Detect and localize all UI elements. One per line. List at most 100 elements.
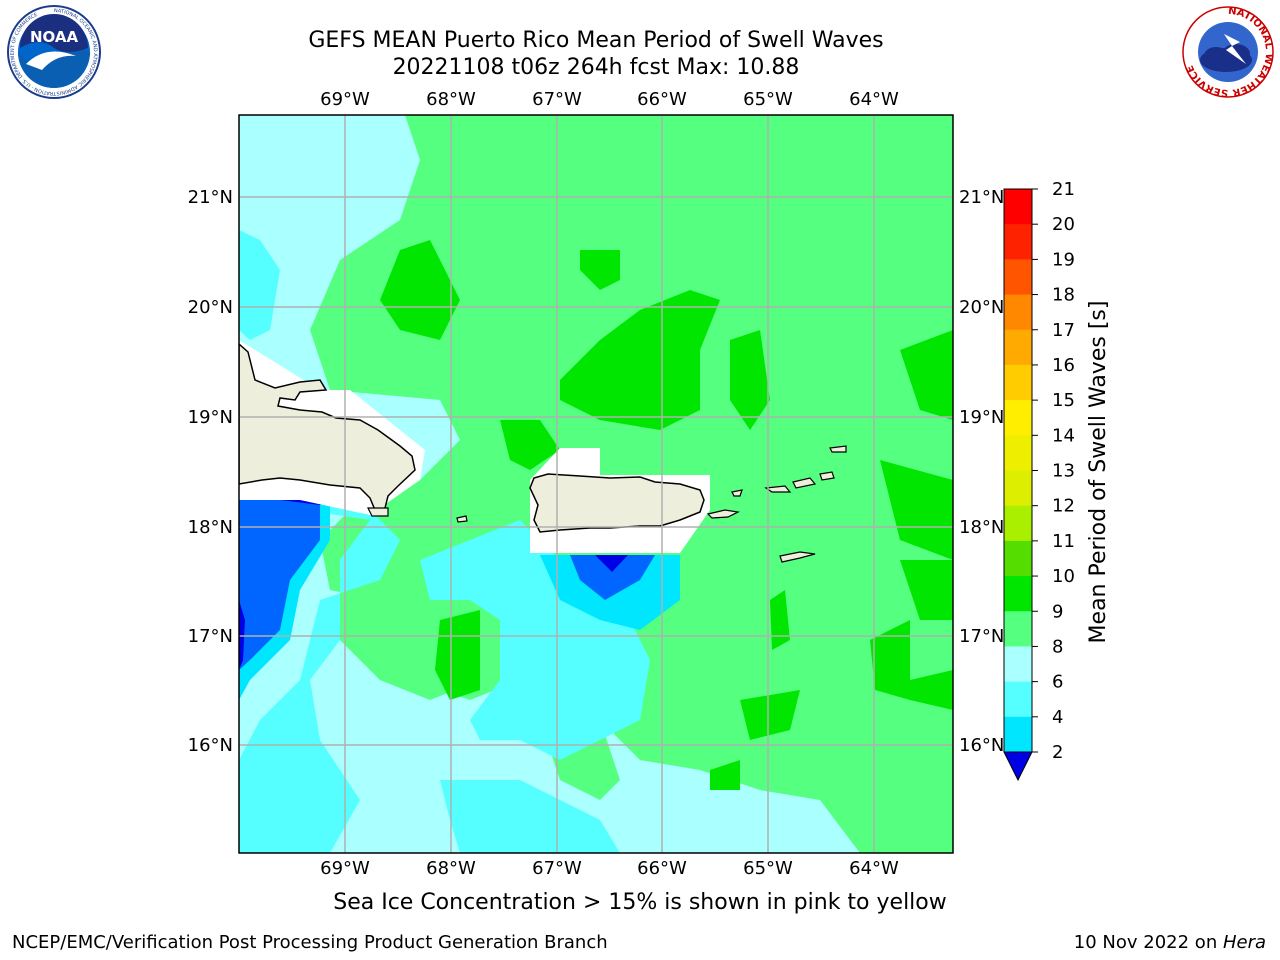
st-croix-island <box>779 551 816 563</box>
contour-10-11-j <box>740 690 800 740</box>
lat-label: 21°N <box>188 187 233 208</box>
contour-10-11-k <box>770 590 790 650</box>
vieques-island <box>706 509 740 519</box>
contour-6-8-sw2 <box>239 760 330 853</box>
contour-below-2-pr <box>595 555 628 572</box>
colorbar-segment <box>1004 224 1032 260</box>
nws-logo: NATIONAL WEATHER SERVICE <box>1182 6 1274 98</box>
colorbar-tick-label: 12 <box>1052 496 1075 517</box>
lon-label: 69°W <box>320 858 370 879</box>
st-thomas-island <box>764 485 792 493</box>
lon-label: 67°W <box>532 89 582 110</box>
colorbar-segment <box>1004 716 1032 753</box>
noaa-logo: NOAA NATIONAL OCEANIC AND ATMOSPHERIC AD… <box>7 5 101 99</box>
colorbar-tick-label: 21 <box>1052 179 1075 200</box>
sea-ice-note: Sea Ice Concentration > 15% is shown in … <box>333 890 947 915</box>
colorbar-tick-label: 4 <box>1052 707 1063 728</box>
contour-10-11-a <box>380 240 460 340</box>
lat-label: 16°N <box>188 735 233 756</box>
lat-label: 16°N <box>959 735 1004 756</box>
lon-label: 68°W <box>426 89 476 110</box>
contour-10-11-l <box>870 620 910 700</box>
contour-6-8-sw <box>239 500 400 853</box>
colorbar-segment <box>1004 611 1032 647</box>
lat-label: 19°N <box>959 407 1004 428</box>
map-frame <box>238 114 954 854</box>
colorbar-tick-label: 9 <box>1052 601 1063 622</box>
colorbar-tick-label: 14 <box>1052 425 1075 446</box>
colorbar-tick-label: 18 <box>1052 285 1075 306</box>
lat-labels-left: 21°N 20°N 19°N 18°N 17°N 16°N <box>188 187 233 756</box>
lat-label: 20°N <box>959 297 1004 318</box>
colorbar-segment <box>1004 259 1032 296</box>
contour-10-11-h <box>500 420 560 470</box>
contour-10-11-b <box>560 290 720 430</box>
lon-label: 65°W <box>743 858 793 879</box>
colorbar-tick-label: 20 <box>1052 214 1075 235</box>
lon-label: 65°W <box>743 89 793 110</box>
culebra-island <box>731 489 743 497</box>
virgin-gorda-island <box>819 471 835 481</box>
colorbar-segment <box>1004 329 1032 366</box>
lat-labels-right: 21°N 20°N 19°N 18°N 17°N 16°N <box>959 187 1004 756</box>
lon-label: 68°W <box>426 858 476 879</box>
contour-10-11-e <box>900 330 953 420</box>
lat-label: 20°N <box>188 297 233 318</box>
contour-10-11-m <box>910 670 953 710</box>
lon-label: 66°W <box>637 89 687 110</box>
colorbar-tick-label: 13 <box>1052 461 1075 482</box>
map-title: GEFS MEAN Puerto Rico Mean Period of Swe… <box>308 28 884 53</box>
anegada-island <box>829 445 847 453</box>
contour-10-11-d <box>730 330 770 430</box>
colorbar-segment <box>1004 364 1032 401</box>
map-subtitle: 20221108 t06z 264h fcst Max: 10.88 <box>392 55 800 80</box>
lon-label: 66°W <box>637 858 687 879</box>
colorbar-segment <box>1004 294 1032 331</box>
colorbar-segment <box>1004 540 1032 577</box>
contour-10-11-i <box>435 610 480 700</box>
contour-2-4 <box>239 500 320 670</box>
contour-2-4-pr <box>570 555 655 600</box>
lon-label: 64°W <box>849 89 899 110</box>
footer-date: 10 Nov 2022 on Hera <box>1074 932 1266 953</box>
graticule <box>239 115 953 853</box>
colorbar-segment <box>1004 435 1032 471</box>
tortola-island <box>792 477 817 489</box>
swell-period-field <box>239 115 953 853</box>
colorbar-tick-label: 6 <box>1052 672 1063 693</box>
colorbar-tick-label: 16 <box>1052 355 1075 376</box>
colorbar-segment <box>1004 681 1032 718</box>
colorbar-label: Mean Period of Swell Waves [s] <box>1086 301 1111 644</box>
contour-10-11-c <box>580 250 620 290</box>
contour-6-8-nw <box>239 230 280 340</box>
mona-island <box>456 515 468 523</box>
lat-label: 18°N <box>188 517 233 538</box>
lat-label: 19°N <box>188 407 233 428</box>
lat-label: 17°N <box>959 626 1004 647</box>
colorbar-extend-low <box>1003 751 1033 782</box>
contour-6-8-south <box>420 520 650 760</box>
colorbar-tick-label: 8 <box>1052 636 1063 657</box>
colorbar-segment <box>1004 189 1032 225</box>
contour-6-8-bottom <box>440 780 620 853</box>
lat-label: 17°N <box>188 626 233 647</box>
isla-saona <box>367 507 389 517</box>
contour-10-11-n <box>710 760 740 790</box>
noaa-logo-text: NOAA <box>30 28 79 46</box>
contour-below-2 <box>239 600 245 670</box>
colorbar-segment <box>1004 646 1032 683</box>
lat-label: 18°N <box>959 517 1004 538</box>
colorbar-segment <box>1004 470 1032 507</box>
hispaniola-land <box>239 342 416 511</box>
lon-labels-top: 69°W 68°W 67°W 66°W 65°W 64°W <box>320 89 899 110</box>
colorbar: 21 20 19 18 17 16 15 14 13 12 11 10 9 8 6 4 2 <box>1003 179 1075 782</box>
lat-label: 21°N <box>959 187 1004 208</box>
colorbar-tick-label: 17 <box>1052 320 1075 341</box>
lon-label: 64°W <box>849 858 899 879</box>
footer-credit: NCEP/EMC/Verification Post Processing Pr… <box>12 932 608 953</box>
colorbar-segment <box>1004 576 1032 612</box>
colorbar-segment <box>1004 400 1032 436</box>
colorbar-tick-label: 2 <box>1052 742 1063 763</box>
lon-label: 67°W <box>532 858 582 879</box>
